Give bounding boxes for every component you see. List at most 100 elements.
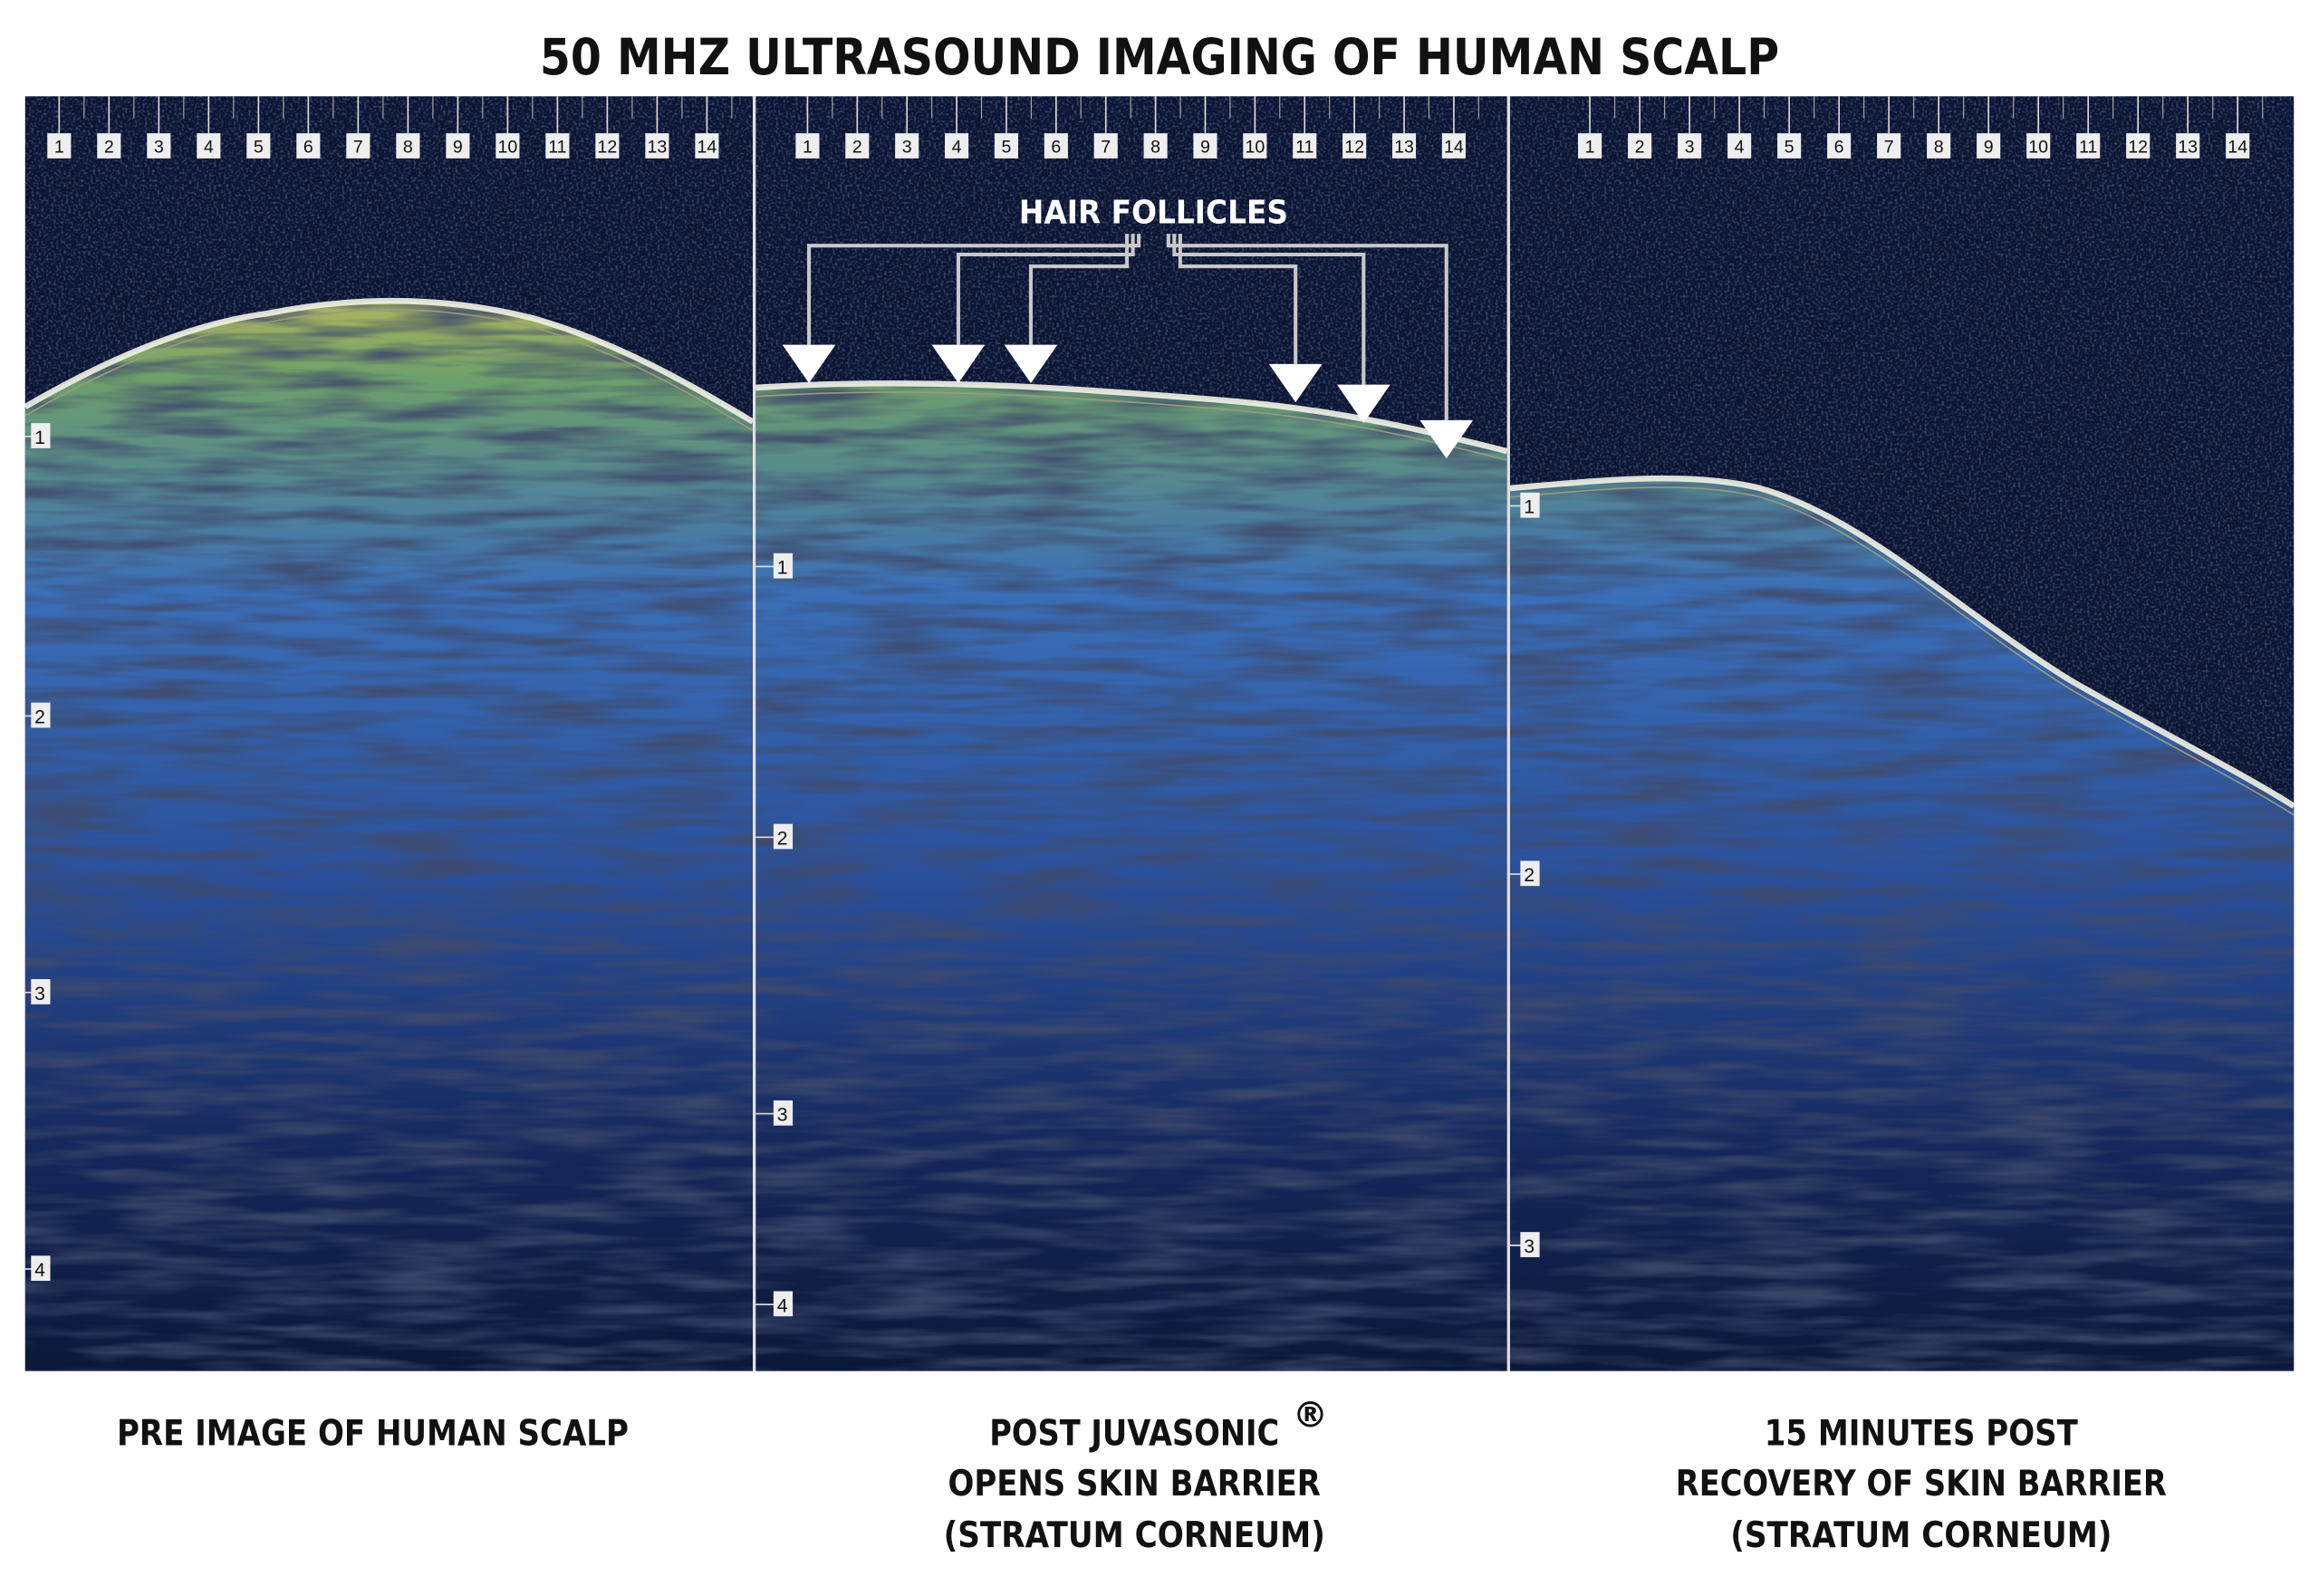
ruler-label: 2: [104, 137, 114, 157]
ruler-box: [1293, 133, 1317, 159]
ruler-box: [1827, 133, 1852, 159]
ruler-box: [895, 133, 919, 159]
ruler-box: [197, 133, 221, 159]
ruler-box: [2176, 133, 2200, 159]
caption-line: (STRATUM CORNEUM): [1730, 1515, 2112, 1556]
ruler-label: 7: [1101, 137, 1111, 157]
depth-label: 2: [1524, 865, 1535, 886]
caption-line: (STRATUM CORNEUM): [944, 1515, 1325, 1556]
depth-label: 3: [1524, 1236, 1535, 1257]
depth-label: 4: [34, 1260, 45, 1281]
skin-surface: [1509, 475, 2296, 809]
ruler-label: 1: [803, 137, 813, 157]
ruler-label: 11: [1295, 137, 1313, 157]
tissue-texture: [24, 301, 754, 1371]
ruler-box: [1727, 133, 1752, 159]
ruler-box: [695, 133, 719, 159]
ruler-box: [945, 133, 969, 159]
ruler-label: 12: [2128, 137, 2148, 157]
ruler-box: [1578, 133, 1602, 159]
ruler-label: 10: [1245, 137, 1265, 157]
ruler-label: 13: [1394, 137, 1414, 157]
depth-label: 2: [34, 707, 45, 728]
ruler-box: [2026, 133, 2051, 159]
ruler-label: 12: [1344, 137, 1364, 157]
depth-label: 3: [34, 984, 45, 1005]
caption-line: PRE IMAGE OF HUMAN SCALP: [117, 1413, 629, 1454]
ruler-box: [1678, 133, 1702, 159]
ruler-box: [1927, 133, 1951, 159]
annotation-leader: [1178, 234, 1298, 364]
ruler-label: 9: [453, 137, 463, 157]
skin-surface-inner: [755, 391, 1507, 461]
ruler-label: 4: [1735, 137, 1745, 157]
ruler-box: [1193, 133, 1217, 159]
ruler-label: 1: [54, 137, 64, 157]
annotation-leader: [956, 234, 1135, 345]
depth-label: 4: [777, 1295, 788, 1316]
ruler-box: [446, 133, 470, 159]
ruler-label: 4: [952, 137, 962, 157]
annotation: HAIR FOLLICLES: [1019, 195, 1288, 232]
ruler-label: 7: [1884, 137, 1894, 157]
ruler-label: 13: [2178, 137, 2198, 157]
ruler-box: [645, 133, 669, 159]
depth-box: [1520, 860, 1540, 887]
ruler-label: 8: [1150, 137, 1160, 157]
ruler-label: 3: [1685, 137, 1695, 157]
depth-label: 3: [777, 1105, 788, 1126]
depth-box: [773, 1291, 794, 1317]
caption-line: RECOVERY OF SKIN BARRIER: [1676, 1464, 2167, 1505]
depth-label: 1: [1524, 497, 1535, 518]
ruler-box: [1441, 133, 1466, 159]
ruler-box: [845, 133, 870, 159]
skin-surface-inner: [24, 309, 754, 431]
depth-box: [773, 553, 794, 579]
ruler-label: 8: [1934, 137, 1944, 157]
annotation-arrow: [1004, 344, 1058, 384]
ruler-box: [2126, 133, 2151, 159]
ruler-box: [2076, 133, 2101, 159]
ruler-box: [1777, 133, 1802, 159]
ruler-label: 3: [902, 137, 912, 157]
depth-box: [1520, 492, 1540, 518]
ruler-box: [296, 133, 321, 159]
ruler-label: 1: [1585, 137, 1595, 157]
caption-line: POST JUVASONIC: [989, 1413, 1279, 1454]
depth-box: [773, 1100, 794, 1126]
ruler-label: 5: [254, 137, 264, 157]
ruler-box: [1391, 133, 1417, 159]
annotation-arrow: [1336, 384, 1390, 424]
depth-box: [773, 823, 794, 850]
ruler-label: 11: [548, 137, 566, 157]
depth-label: 1: [34, 428, 45, 448]
ruler-box: [396, 133, 420, 159]
depth-label: 2: [777, 828, 788, 849]
ruler-box: [595, 133, 620, 159]
ruler-label: 14: [2228, 137, 2247, 157]
ruler-box: [1628, 133, 1652, 159]
ruler-box: [1977, 133, 2001, 159]
ruler-label: 5: [1002, 137, 1012, 157]
ruler-label: 6: [303, 137, 313, 157]
ruler-box: [1044, 133, 1068, 159]
caption-line: OPENS SKIN BARRIER: [948, 1464, 1321, 1505]
ruler-label: 2: [1635, 137, 1645, 157]
annotation-leader: [1166, 234, 1448, 420]
ruler-label: 10: [2028, 137, 2048, 157]
annotation-arrow: [931, 344, 986, 384]
ruler-box: [545, 133, 570, 159]
ruler-box: [795, 133, 820, 159]
ruler-label: 14: [1444, 137, 1464, 157]
depth-box: [31, 1255, 51, 1282]
ruler-box: [1342, 133, 1367, 159]
ruler-box: [1877, 133, 1901, 159]
ruler-box: [1093, 133, 1118, 159]
ruler-label: 14: [698, 137, 717, 157]
